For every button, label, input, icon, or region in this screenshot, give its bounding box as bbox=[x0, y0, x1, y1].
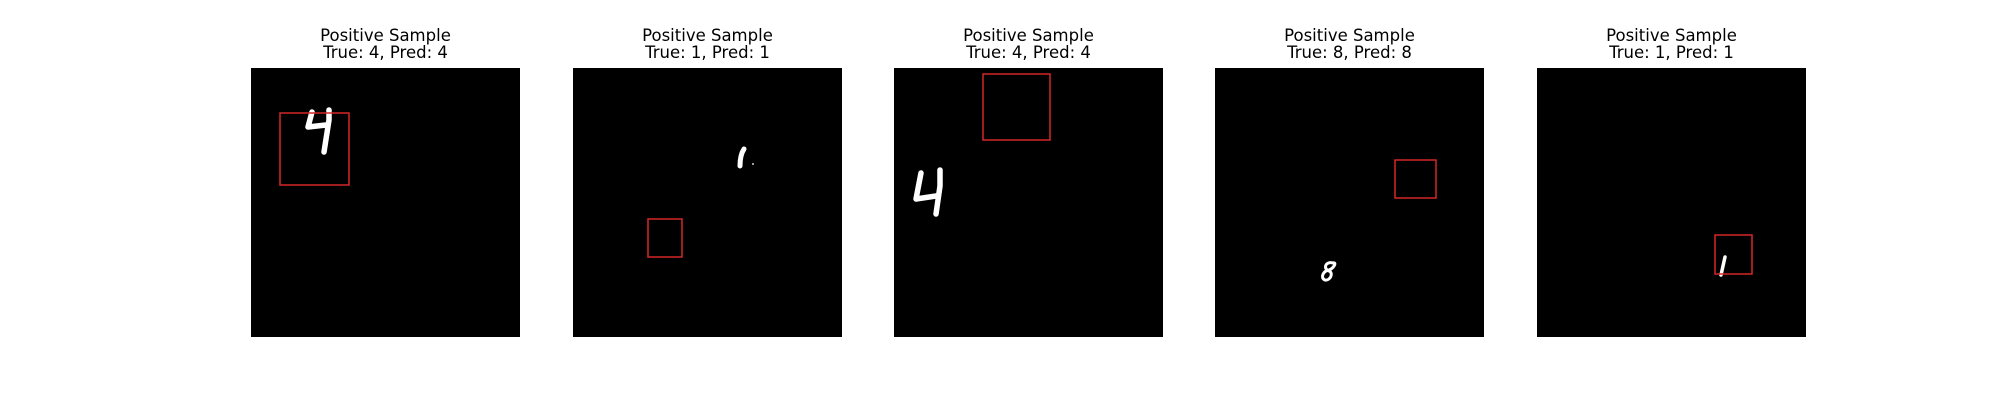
bounding-box bbox=[1714, 234, 1753, 275]
digit-glyph bbox=[1320, 261, 1337, 282]
panel-title: Positive Sample True: 4, Pred: 4 bbox=[211, 27, 560, 61]
sample-panel-3: Positive Sample True: 4, Pred: 4 bbox=[894, 0, 1163, 400]
sample-image-canvas bbox=[647, 146, 754, 258]
panel-subtitle-line: True: 4, Pred: 4 bbox=[966, 43, 1091, 62]
sample-image-canvas bbox=[279, 107, 350, 186]
sample-panel-2: Positive Sample True: 1, Pred: 1 bbox=[573, 0, 842, 400]
panel-title: Positive Sample True: 1, Pred: 1 bbox=[1497, 27, 1846, 61]
panel-title-line: Positive Sample bbox=[963, 26, 1094, 45]
bounding-box bbox=[982, 73, 1051, 141]
panel-title-line: Positive Sample bbox=[642, 26, 773, 45]
sample-panel-4: Positive Sample True: 8, Pred: 8 bbox=[1215, 0, 1484, 400]
sample-image-canvas bbox=[913, 73, 1051, 217]
sample-panel-1: Positive Sample True: 4, Pred: 4 bbox=[251, 0, 520, 400]
panel-subtitle-line: True: 1, Pred: 1 bbox=[1609, 43, 1734, 62]
sample-image bbox=[1537, 68, 1806, 337]
bounding-box bbox=[1394, 159, 1437, 199]
panel-subtitle-line: True: 1, Pred: 1 bbox=[645, 43, 770, 62]
panel-title: Positive Sample True: 8, Pred: 8 bbox=[1175, 27, 1524, 61]
sample-image bbox=[573, 68, 842, 337]
digit-glyph bbox=[1719, 255, 1727, 277]
sample-panel-5: Positive Sample True: 1, Pred: 1 bbox=[1537, 0, 1806, 400]
sample-image-canvas bbox=[1320, 159, 1437, 282]
panel-subtitle-line: True: 8, Pred: 8 bbox=[1287, 43, 1412, 62]
bounding-box bbox=[279, 112, 350, 186]
sample-image-canvas bbox=[1714, 234, 1753, 277]
bounding-box bbox=[647, 218, 683, 258]
sample-image bbox=[1215, 68, 1484, 337]
sample-image bbox=[894, 68, 1163, 337]
digit-glyph bbox=[913, 167, 943, 217]
panel-title-line: Positive Sample bbox=[1606, 26, 1737, 45]
sample-image bbox=[251, 68, 520, 337]
digit-glyph bbox=[737, 146, 754, 169]
digit-glyph bbox=[305, 107, 332, 155]
panel-subtitle-line: True: 4, Pred: 4 bbox=[323, 43, 448, 62]
panel-title-line: Positive Sample bbox=[1284, 26, 1415, 45]
panel-title: Positive Sample True: 1, Pred: 1 bbox=[533, 27, 882, 61]
panel-title: Positive Sample True: 4, Pred: 4 bbox=[854, 27, 1203, 61]
panel-title-line: Positive Sample bbox=[320, 26, 451, 45]
